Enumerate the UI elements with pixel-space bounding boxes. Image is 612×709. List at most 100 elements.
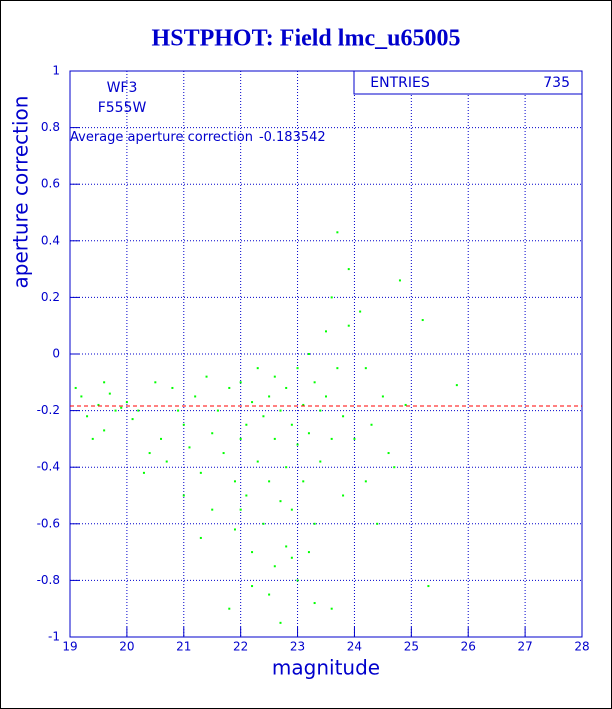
point	[347, 268, 350, 271]
y-tick-label: -0.4	[37, 460, 60, 474]
point	[296, 367, 299, 370]
point	[376, 522, 379, 525]
point	[268, 593, 271, 596]
point	[330, 607, 333, 610]
point	[285, 545, 288, 548]
point	[313, 602, 316, 605]
point	[359, 310, 362, 313]
x-tick-label: 28	[574, 640, 589, 654]
point	[142, 471, 145, 474]
point	[268, 395, 271, 398]
y-tick-label: -0.2	[37, 403, 60, 417]
point	[302, 403, 305, 406]
point	[279, 500, 282, 503]
x-tick-label: 24	[347, 640, 362, 654]
chart-title: HSTPHOT: Field lmc_u65005	[152, 26, 461, 52]
average-label: Average aperture correction	[70, 130, 253, 145]
point	[387, 452, 390, 455]
point	[251, 401, 254, 404]
point	[182, 494, 185, 497]
point	[421, 319, 424, 322]
point	[103, 429, 106, 432]
y-tick-label: 1	[52, 64, 60, 78]
point	[103, 381, 106, 384]
x-tick-label: 19	[62, 640, 77, 654]
point	[131, 418, 134, 421]
point	[154, 381, 157, 384]
annotation: F555W	[98, 100, 147, 116]
point	[342, 415, 345, 418]
y-tick-label: 0.2	[41, 290, 60, 304]
point	[336, 231, 339, 234]
point	[80, 395, 83, 398]
point	[262, 415, 265, 418]
point	[97, 403, 100, 406]
point	[205, 375, 208, 378]
point	[273, 565, 276, 568]
point	[313, 522, 316, 525]
x-tick-label: 23	[290, 640, 305, 654]
point	[256, 460, 259, 463]
point	[307, 551, 310, 554]
point	[233, 480, 236, 483]
point	[125, 401, 128, 404]
stats-value: 735	[543, 75, 570, 91]
point	[245, 423, 248, 426]
point	[290, 423, 293, 426]
point	[268, 480, 271, 483]
point	[273, 375, 276, 378]
point	[251, 585, 254, 588]
point	[381, 395, 384, 398]
point	[273, 437, 276, 440]
point	[199, 536, 202, 539]
point	[222, 452, 225, 455]
y-tick-label: 0.4	[41, 233, 60, 247]
point	[177, 409, 180, 412]
point	[285, 466, 288, 469]
point	[194, 395, 197, 398]
point	[325, 330, 327, 333]
point	[319, 409, 322, 412]
point	[279, 621, 282, 624]
point	[216, 409, 219, 412]
point	[108, 392, 111, 395]
point	[262, 522, 265, 525]
point	[427, 585, 430, 588]
point	[137, 409, 140, 412]
point	[290, 556, 293, 559]
point	[211, 508, 214, 511]
y-tick-label: -0.8	[37, 573, 60, 587]
point	[199, 471, 202, 474]
point	[296, 579, 299, 582]
point	[86, 415, 89, 418]
point	[336, 367, 339, 370]
x-tick-label: 26	[461, 640, 476, 654]
y-tick-label: -0.6	[37, 516, 60, 530]
point	[228, 386, 231, 389]
point	[233, 528, 236, 531]
point	[302, 480, 305, 483]
point	[364, 480, 367, 483]
point	[330, 437, 333, 440]
point	[296, 443, 299, 446]
point	[239, 381, 242, 384]
annotation: WF3	[107, 80, 138, 96]
point	[455, 384, 458, 387]
y-tick-label: 0	[52, 347, 60, 361]
point	[307, 353, 310, 355]
point	[182, 423, 185, 426]
point	[165, 460, 168, 463]
average-annotation: Average aperture correction -0.183542	[70, 130, 326, 145]
point	[342, 494, 345, 497]
point	[148, 452, 151, 455]
point	[313, 381, 316, 384]
point	[245, 494, 248, 497]
point	[364, 367, 367, 370]
point	[398, 279, 401, 282]
stats-label: ENTRIES	[370, 75, 430, 91]
point	[290, 508, 293, 511]
point	[239, 508, 242, 511]
x-tick-label: 27	[517, 640, 532, 654]
point	[353, 437, 356, 440]
